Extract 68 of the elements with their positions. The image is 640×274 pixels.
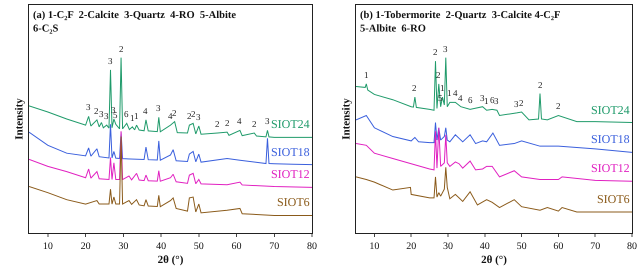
annotation: 2 — [119, 44, 124, 54]
x-tick-label: 60 — [232, 241, 242, 252]
series-label: SIOT12 — [271, 167, 310, 181]
annotation: 2 — [172, 108, 176, 118]
annotation: 3 — [86, 102, 91, 112]
annotation: 1 — [484, 96, 488, 106]
annotation: 2 — [252, 119, 256, 129]
x-tick-label: 20 — [80, 241, 91, 252]
annotation: 3 — [104, 111, 109, 121]
series-label: SIOT24 — [271, 117, 310, 131]
annotation: 6 — [124, 109, 129, 119]
annotation: 4 — [453, 88, 458, 98]
chart-title: (b) 1-Tobermorite 2-Quartz 3-Calcite 4-C₂F 5-Albite 6-RO — [360, 10, 563, 35]
annotation: 1 — [130, 113, 134, 123]
annotation: 2 — [215, 119, 220, 129]
x-tick-label: 80 — [307, 241, 317, 252]
annotation: 2 — [538, 80, 542, 90]
x-tick-label: 40 — [156, 241, 166, 252]
x-tick-label: 80 — [627, 241, 637, 252]
x-axis-title: 2θ (°) — [481, 254, 508, 266]
y-axis-title: Intensity — [340, 98, 353, 140]
y-axis-title: Intensity — [14, 98, 26, 140]
annotation: 3 — [99, 109, 104, 119]
annotation: 1 — [440, 83, 444, 93]
annotation: 2 — [556, 101, 560, 111]
x-tick-label: 30 — [118, 241, 128, 252]
x-tick-label: 40 — [480, 241, 490, 252]
annotation: 2 — [191, 109, 196, 119]
annotation: 3 — [443, 44, 448, 54]
annotation: 6 — [468, 95, 473, 105]
x-tick-label: 30 — [443, 241, 453, 252]
series-label: SIOT12 — [591, 161, 630, 175]
annotation: 4 — [143, 106, 148, 116]
x-tick-label: 60 — [553, 241, 564, 252]
annotation: 3 — [265, 116, 270, 126]
annotation: 3 — [514, 99, 519, 109]
series-label: SIOT18 — [271, 145, 310, 159]
annotation: 1 — [134, 111, 138, 121]
x-tick-label: 10 — [42, 241, 53, 252]
annotation: 3 — [196, 112, 201, 122]
x-tick-label: 50 — [516, 241, 527, 252]
series-label: SIOT24 — [591, 103, 630, 117]
series-label: SIOT18 — [591, 132, 630, 146]
annotation: 2 — [187, 111, 192, 121]
annotation: 6 — [490, 95, 495, 105]
annotation: 3 — [156, 103, 161, 113]
x-axis-title: 2θ (°) — [158, 254, 184, 266]
annotation: 4 — [237, 116, 242, 126]
series-label: SIOT6 — [277, 195, 310, 209]
x-tick-label: 20 — [406, 241, 416, 252]
annotation: 4 — [458, 93, 463, 103]
series-label: SIOT6 — [597, 192, 630, 206]
x-tick-label: 10 — [369, 241, 380, 252]
annotation: 3 — [108, 56, 113, 66]
annotation: 1 — [364, 70, 368, 80]
annotation: 3 — [480, 93, 485, 103]
x-tick-label: 70 — [590, 241, 600, 252]
annotation: 2 — [225, 118, 230, 128]
x-tick-label: 70 — [269, 241, 280, 252]
annotation: 2 — [94, 106, 98, 116]
chart-title: (a) 1-C₂F 2-Calcite 3-Quartz 4-RO 5-Albite 6-C₂S — [33, 10, 239, 35]
x-tick-label: 50 — [194, 241, 204, 252]
annotation: 2 — [433, 47, 438, 57]
annotation: 4 — [168, 111, 173, 121]
annotation: 1 — [447, 88, 452, 98]
annotation: 2 — [412, 83, 416, 93]
annotation: 2 — [519, 98, 524, 108]
annotation: 3 — [494, 96, 499, 106]
